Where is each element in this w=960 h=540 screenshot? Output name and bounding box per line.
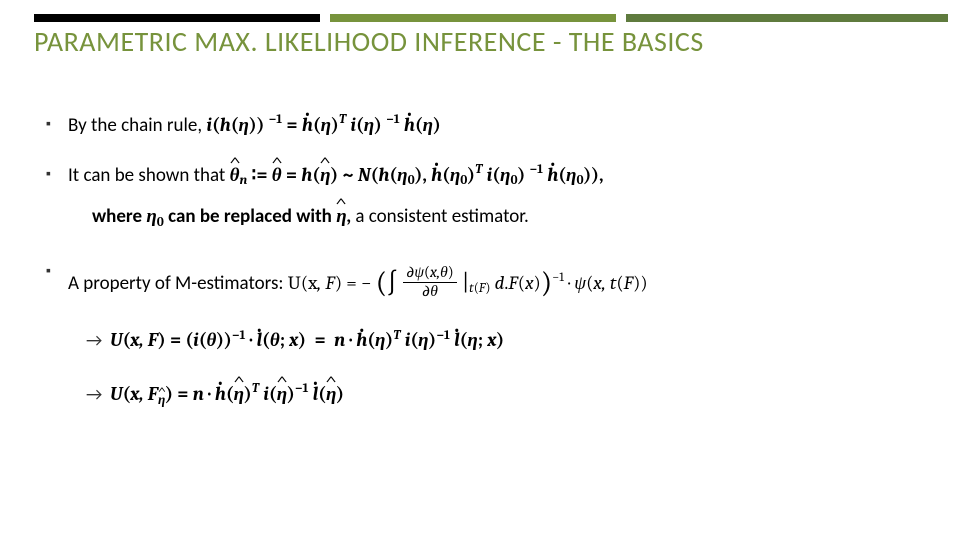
accent-seg-3: [330, 14, 616, 22]
bullet-2-formula: θn ∶= θ = h(η) ~ N(h(η0), h(η0)T i(η0) −…: [230, 164, 604, 186]
accent-seg-1: [34, 14, 320, 22]
bullet-2-lead: It can be shown that: [68, 164, 230, 187]
where-post: a consistent estimator.: [355, 205, 528, 228]
slide-title: PARAMETRIC MAX. LIKELIHOOD INFERENCE - T…: [34, 26, 926, 58]
bullet-1-formula: i(h(η)) −1 = h(η)T i(η) −1 h(η): [206, 114, 440, 136]
accent-seg-5: [626, 14, 948, 22]
bullet-3-lead: A property of M-estimators:: [68, 272, 288, 295]
bullet-1-lead: By the chain rule,: [68, 114, 206, 137]
accent-seg-4: [616, 14, 626, 22]
slide-body: By the chain rule, i(h(η)) −1 = h(η)T i(…: [46, 112, 930, 430]
where-mid: can be replaced with: [168, 205, 336, 228]
where-pre: where: [92, 205, 146, 228]
arrow-line-1: U(x, F) = (i(θ))−1 · l(θ; x) = n · h(η)T…: [68, 327, 930, 355]
accent-seg-2: [320, 14, 330, 22]
bullet-3-formula: U(x, F) = − (∫ ∂ψ(x,θ) ∂θ |t(F) d.F(x))−…: [288, 272, 648, 294]
arrow-line-2: U(x, Fη) = n · h(η)T i(η)−1 l(η): [68, 381, 930, 409]
bullet-2-where-clause: where η0 can be replaced with η, a consi…: [68, 203, 930, 231]
accent-bar: [34, 14, 948, 22]
bullet-chain-rule: By the chain rule, i(h(η)) −1 = h(η)T i(…: [46, 112, 930, 140]
bullet-m-estimators: A property of M-estimators: U(x, F) = − …: [46, 259, 930, 409]
bullet-asymptotic-dist: It can be shown that θn ∶= θ = h(η) ~ N(…: [46, 162, 930, 231]
